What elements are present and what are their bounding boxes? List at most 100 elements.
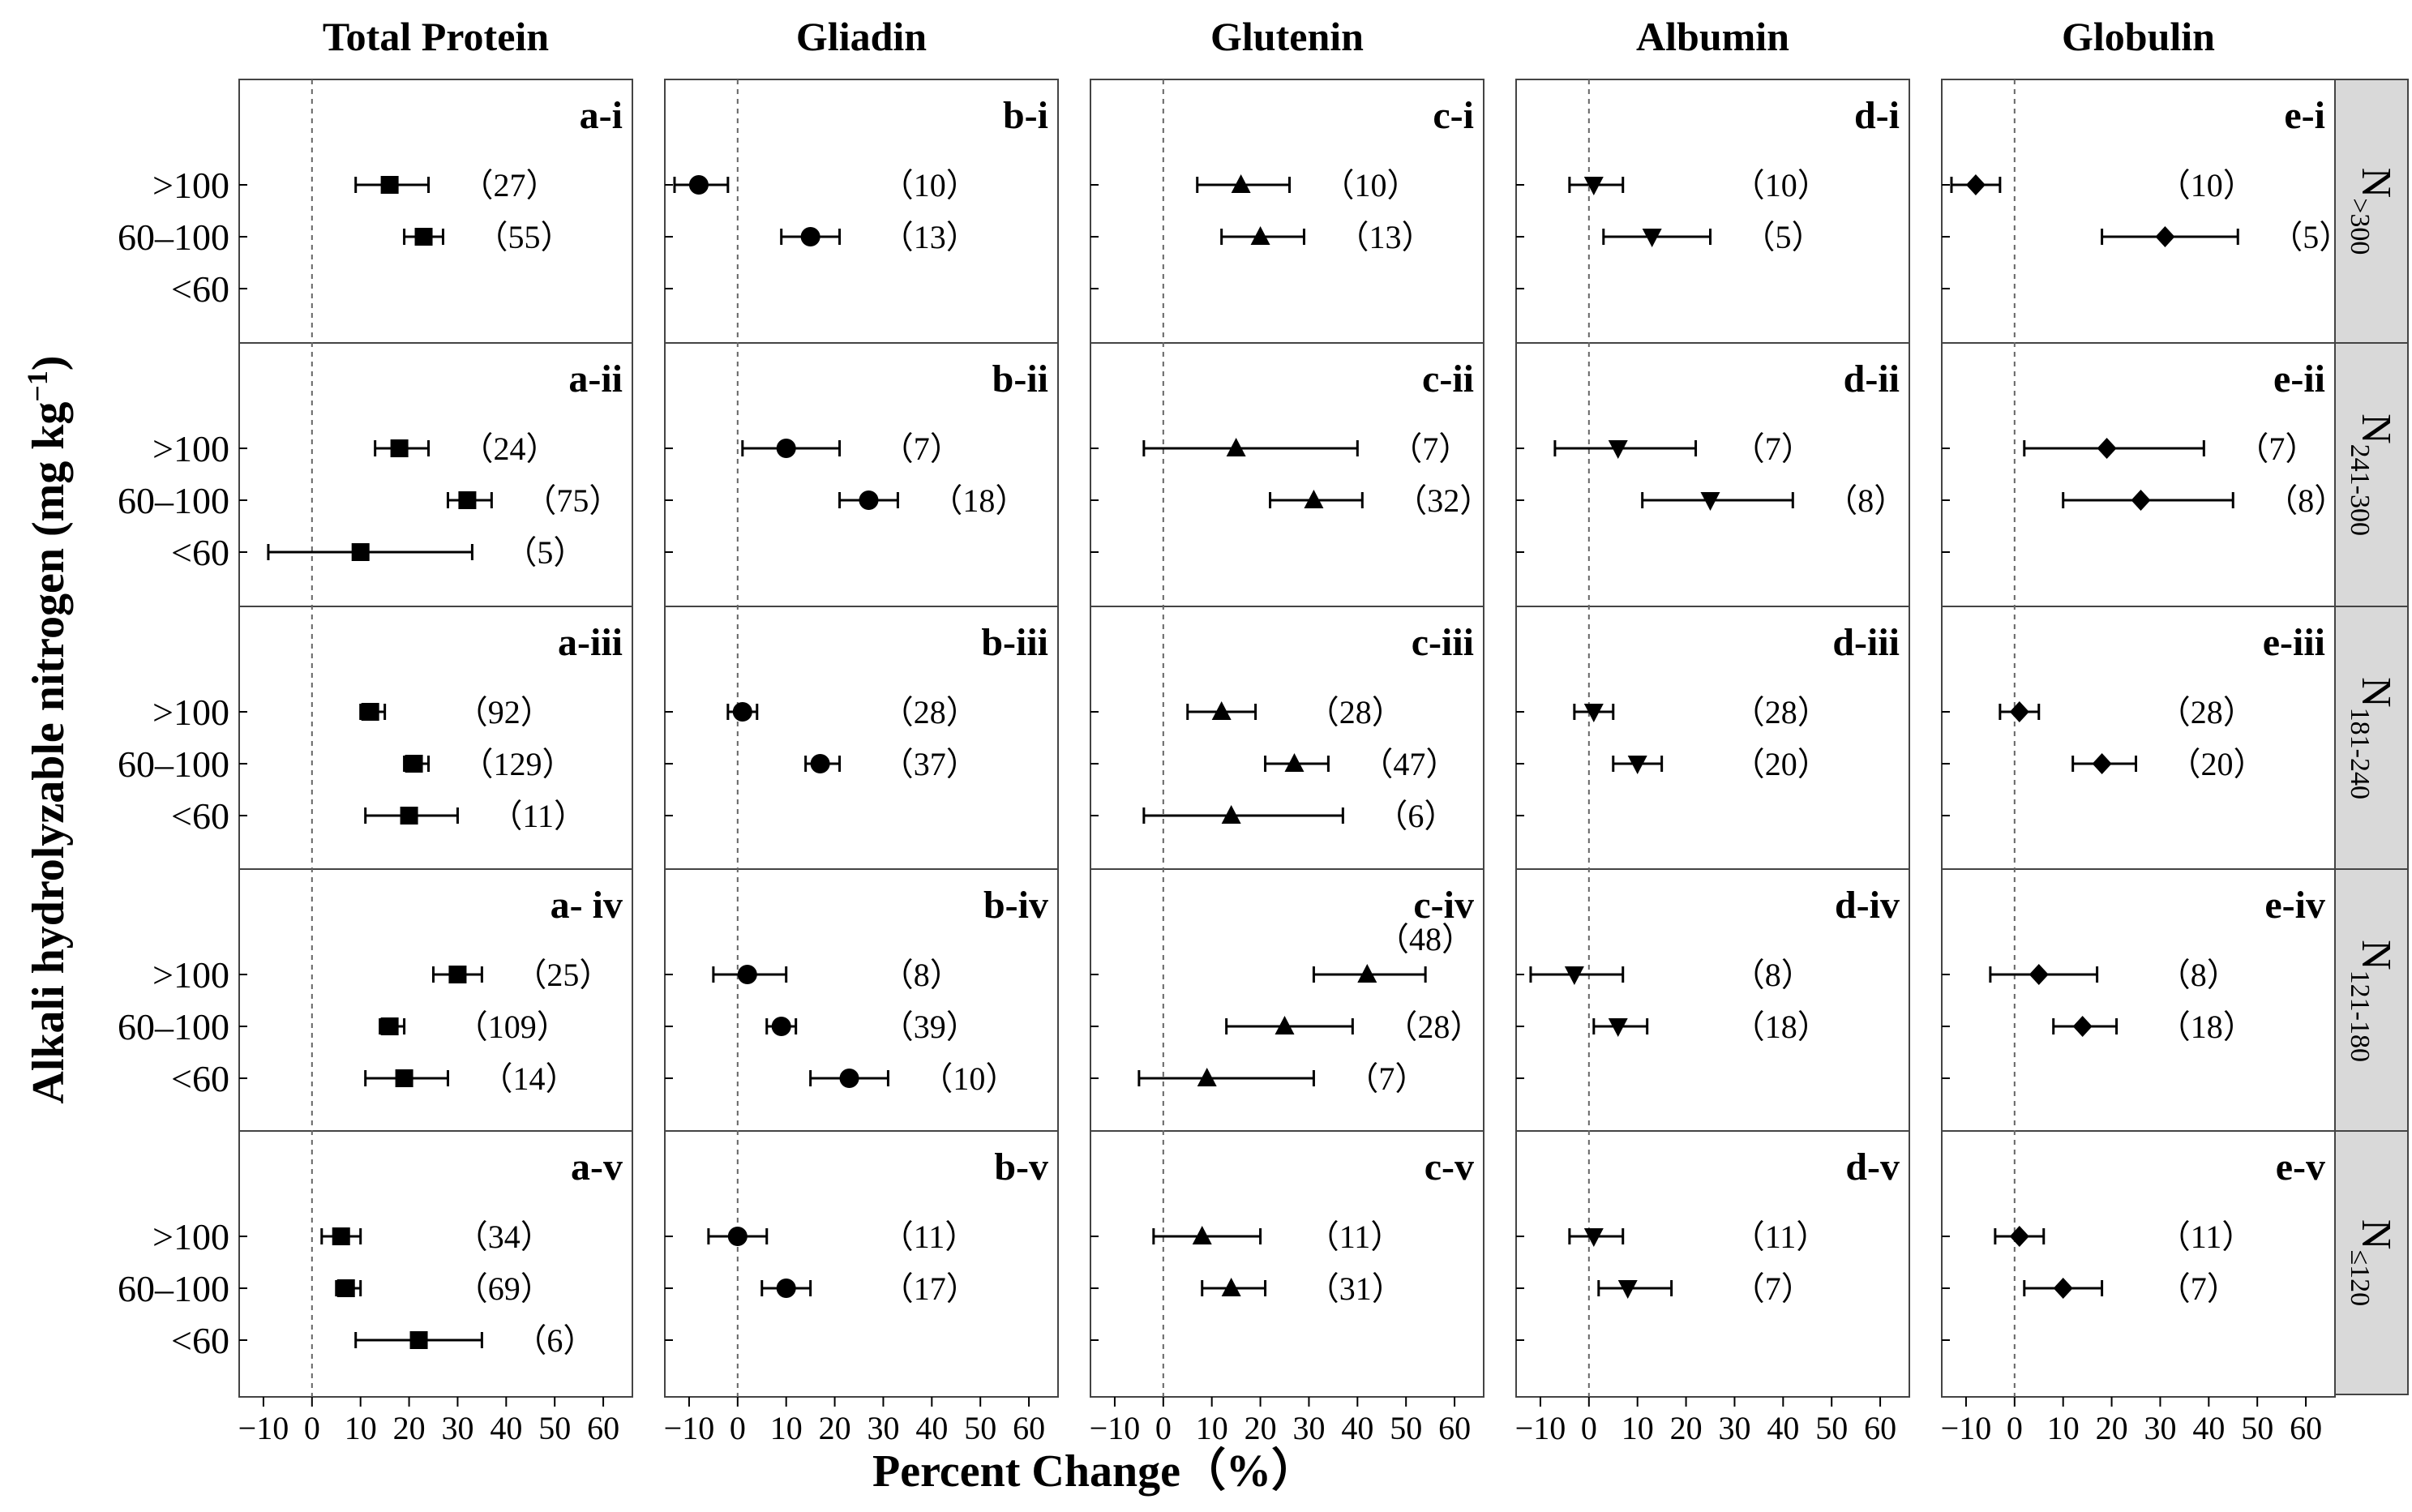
mean-marker-square (458, 491, 477, 509)
mean-marker-square (414, 228, 433, 246)
category-label: <60 (171, 1058, 229, 1099)
row-strip-main: N (2353, 413, 2399, 444)
mean-marker-diamond (2009, 1226, 2029, 1247)
sample-size-label: （39） (881, 1009, 979, 1045)
x-tick-label: 20 (1670, 1410, 1703, 1446)
mean-marker-triangle-up (1197, 1068, 1217, 1086)
sample-size-label: （7） (2236, 430, 2317, 467)
x-tick-label: 60 (2290, 1410, 2322, 1446)
y-axis-title-close: ) (24, 355, 74, 371)
sample-size-label: （18） (930, 482, 1027, 519)
mean-marker-triangle-up (1304, 490, 1324, 508)
panel-label: e-iv (2264, 884, 2325, 927)
panel-label: d-iii (1832, 621, 1900, 664)
x-tick-label: 0 (2007, 1410, 2023, 1446)
panel-label: a-i (580, 94, 623, 137)
x-tick-label: −10 (664, 1410, 715, 1446)
sample-size-label: （32） (1395, 482, 1492, 519)
column-frame-b (664, 79, 1059, 1398)
sample-size-label: （18） (1733, 1009, 1830, 1045)
sample-size-label: （129） (461, 746, 575, 782)
category-label: <60 (171, 532, 229, 573)
x-tick-label: 30 (2144, 1410, 2176, 1446)
x-tick-label: 20 (819, 1410, 851, 1446)
category-label: <60 (171, 1320, 229, 1361)
sample-size-label: （11） (2158, 1219, 2255, 1255)
mean-marker-triangle-up (1226, 438, 1246, 456)
data-marks (267, 174, 2239, 1349)
row-strip-label: N121-180 (2345, 940, 2399, 1062)
panel-label: a-ii (568, 358, 623, 400)
mean-marker-square (405, 755, 423, 773)
x-tick-label: 20 (1245, 1410, 1277, 1446)
sample-size-label: （7） (1733, 430, 1814, 467)
mean-marker-diamond (2131, 490, 2151, 511)
mean-marker-triangle-up (1250, 226, 1270, 245)
mean-marker-triangle-up (1231, 174, 1251, 193)
panel-label: b-ii (992, 358, 1048, 400)
mean-marker-diamond (2009, 701, 2029, 722)
sample-size-label: （7） (1733, 1270, 1814, 1307)
sample-size-label: （11） (1733, 1219, 1829, 1255)
mean-marker-circle (859, 490, 879, 510)
sample-size-label: （8） (1825, 482, 1906, 519)
sample-size-label: （10） (2158, 167, 2256, 203)
panel-label: d-iv (1835, 884, 1900, 927)
sample-size-label: （5） (1743, 219, 1824, 255)
mean-marker-triangle-up (1221, 1278, 1241, 1296)
mean-marker-triangle-down (1564, 966, 1584, 985)
sample-size-label: （37） (881, 746, 979, 782)
row-strip-main: N (2353, 940, 2399, 970)
mean-marker-triangle-down (1627, 756, 1647, 774)
mean-marker-diamond (2029, 964, 2049, 985)
panel-label: b-v (994, 1146, 1048, 1189)
mean-marker-triangle-up (1284, 753, 1305, 772)
category-label: >100 (152, 428, 229, 469)
x-tick-label: 40 (1341, 1410, 1373, 1446)
panel-label: e-v (2276, 1146, 2325, 1189)
x-tick-label: 40 (2192, 1410, 2225, 1446)
x-tick-label: 10 (1196, 1410, 1228, 1446)
sample-size-label: （10） (1733, 167, 1830, 203)
mean-marker-square (409, 1331, 428, 1349)
row-strip-subscript: 121-180 (2345, 970, 2375, 1062)
panel-label: b-iii (981, 621, 1048, 664)
mean-marker-square (448, 966, 467, 983)
mean-marker-square (351, 543, 370, 561)
panel-label: c-iv (1413, 884, 1474, 927)
row-strip-4 (2334, 1130, 2409, 1395)
x-tick-label: −10 (1515, 1410, 1566, 1446)
x-tick-label: 30 (1292, 1410, 1325, 1446)
panel-label: e-iii (2263, 621, 2325, 664)
column-frame-a (238, 79, 633, 1398)
panel-label: c-i (1433, 94, 1474, 137)
sample-size-label: （7） (2158, 1270, 2239, 1307)
sample-size-label: （8） (2265, 482, 2346, 519)
panel-label: e-i (2284, 94, 2325, 137)
category-label: 60–100 (118, 216, 229, 258)
row-strip-main: N (2353, 168, 2399, 199)
sample-size-label: （7） (881, 430, 962, 467)
sample-size-label: （17） (881, 1270, 979, 1307)
sample-size-label: （10） (920, 1060, 1017, 1097)
category-label: >100 (152, 165, 229, 206)
row-strip-3 (2334, 868, 2409, 1133)
mean-marker-triangle-down (1583, 1228, 1604, 1247)
mean-marker-diamond (2092, 753, 2112, 774)
sample-size-label: （8） (881, 957, 962, 993)
sample-size-label: （5） (504, 534, 585, 571)
x-tick-label: 50 (2241, 1410, 2273, 1446)
sample-size-label: （18） (2158, 1009, 2256, 1045)
panel-label: d-i (1854, 94, 1900, 137)
x-tick-label: 20 (2096, 1410, 2128, 1446)
panel-label: c-iii (1412, 621, 1474, 664)
mean-marker-circle (776, 1279, 796, 1298)
mean-marker-circle (727, 1227, 748, 1246)
mean-marker-circle (737, 965, 757, 984)
row-strip-label: N≤120 (2345, 1219, 2399, 1306)
x-tick-label: 50 (964, 1410, 996, 1446)
y-axis-title-text: Alkali hydrolyzable nitrogen (mg kg (24, 402, 74, 1104)
panel-label: c-ii (1422, 358, 1474, 400)
category-label: >100 (152, 1216, 229, 1257)
